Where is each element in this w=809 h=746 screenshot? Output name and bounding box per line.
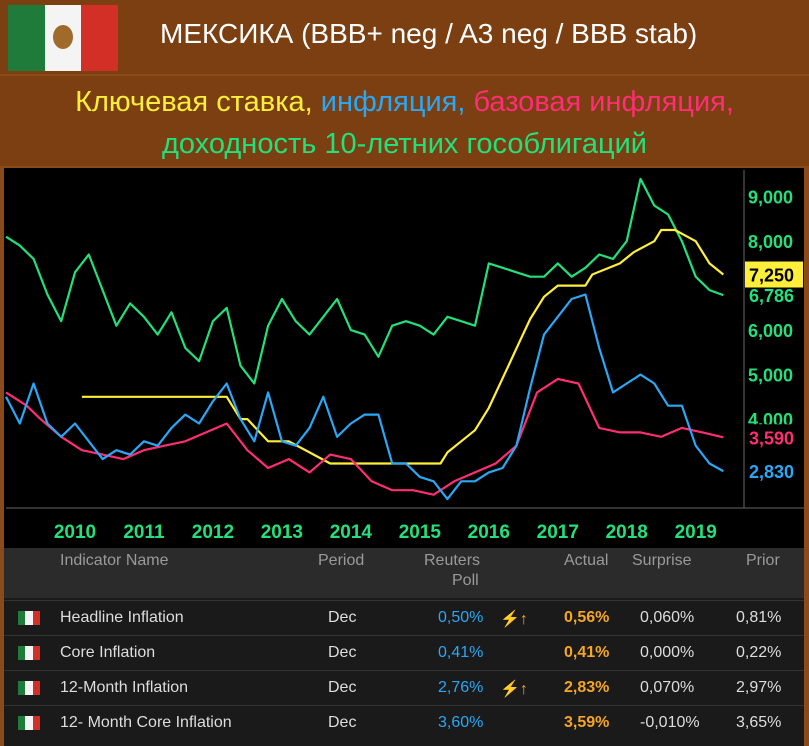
- row-name: Core Inflation: [60, 644, 156, 661]
- x-tick-label: 2014: [330, 522, 373, 543]
- x-tick-label: 2013: [261, 522, 303, 543]
- row-period: Dec: [328, 609, 357, 626]
- y-tick-label: 5,000: [748, 366, 793, 386]
- mexico-flag-icon: [18, 611, 40, 625]
- row-surprise: -0,010%: [640, 714, 700, 731]
- series-line-key_rate: [81, 228, 724, 465]
- row-name: 12- Month Core Inflation: [60, 714, 232, 731]
- table-row[interactable]: 12-Month Inflation Dec 2,76% ⚡↑ 2,83% 0,070% 2…: [4, 670, 804, 705]
- y-tick-label: 6,000: [748, 321, 793, 341]
- x-tick-label: 2012: [192, 522, 234, 543]
- row-prior: 0,22%: [736, 644, 782, 661]
- table-row[interactable]: Headline Inflation Dec 0,50% ⚡↑ 0,56% 0,060% 0…: [4, 600, 804, 635]
- chart-subtitle: Ключевая ставка, инфляция, базовая инфля…: [0, 76, 809, 166]
- indicator-table: Indicator Name Period Reuters Poll Actua…: [4, 548, 804, 746]
- last-value-label-key_rate: 7,250: [749, 266, 794, 286]
- row-period: Dec: [328, 714, 357, 731]
- series-line-inflation: [5, 293, 724, 501]
- row-surprise: 0,000%: [640, 644, 695, 661]
- series-line-yield10: [5, 177, 724, 385]
- page-title: МЕКСИКА (BBB+ neg / A3 neg / BBB stab): [160, 18, 698, 49]
- last-value-tag-inflation: [745, 458, 803, 485]
- row-actual: 2,83%: [564, 679, 610, 696]
- x-tick-label: 2015: [399, 522, 442, 543]
- surprise-arrow-icon: ⚡↑: [500, 681, 528, 698]
- table-row[interactable]: Core Inflation Dec 0,41% 0,41% 0,000% 0,22%: [4, 635, 804, 670]
- series-line-core: [5, 377, 724, 496]
- row-surprise: 0,060%: [640, 609, 695, 626]
- chart-svg: 9,0008,0007,0006,0005,0004,0002010201120…: [5, 170, 804, 543]
- last-value-label-yield10: 6,786: [749, 286, 794, 306]
- header-period: Period: [318, 552, 365, 569]
- row-prior: 0,81%: [736, 609, 782, 626]
- y-tick-label: 8,000: [748, 232, 793, 252]
- row-name: Headline Inflation: [60, 609, 184, 626]
- header-reuters: Reuters: [424, 552, 481, 569]
- mexico-flag-icon: [18, 646, 40, 660]
- header-prior: Prior: [746, 552, 780, 569]
- table-header: Indicator Name Period Reuters Poll Actua…: [4, 548, 804, 598]
- last-value-label-inflation: 2,830: [749, 462, 794, 482]
- x-tick-label: 2016: [468, 522, 510, 543]
- row-actual: 0,56%: [564, 609, 610, 626]
- row-poll: 3,60%: [438, 714, 484, 731]
- surprise-arrow-icon: ⚡↑: [500, 611, 528, 628]
- row-prior: 2,97%: [736, 679, 782, 696]
- row-actual: 3,59%: [564, 714, 610, 731]
- header-surprise: Surprise: [632, 552, 692, 569]
- subtitle-core-inflation: базовая инфляция,: [473, 86, 734, 118]
- last-value-tag-key_rate: [745, 261, 803, 288]
- row-period: Dec: [328, 679, 357, 696]
- header-indicator-name: Indicator Name: [60, 552, 169, 569]
- row-poll: 0,50%: [438, 609, 484, 626]
- row-period: Dec: [328, 644, 357, 661]
- x-tick-label: 2018: [606, 522, 648, 543]
- table-row[interactable]: 12- Month Core Inflation Dec 3,60% 3,59% -0,…: [4, 705, 804, 740]
- x-tick-label: 2010: [54, 522, 96, 543]
- row-actual: 0,41%: [564, 644, 610, 661]
- row-poll: 2,76%: [438, 679, 484, 696]
- mexico-flag-icon: [18, 681, 40, 695]
- subtitle-key-rate: Ключевая ставка,: [75, 86, 321, 118]
- mexico-flag-icon: [8, 5, 119, 71]
- row-name: 12-Month Inflation: [60, 679, 189, 696]
- mexico-flag-icon: [18, 716, 40, 730]
- x-tick-label: 2017: [537, 522, 579, 543]
- subtitle-yield: доходность 10-летних гособлигаций: [162, 128, 647, 160]
- header-bar: МЕКСИКА (BBB+ neg / A3 neg / BBB stab): [0, 0, 809, 74]
- y-tick-label: 9,000: [748, 188, 793, 208]
- header-poll: Poll: [452, 572, 479, 589]
- last-value-label-core: 3,590: [749, 428, 794, 448]
- row-surprise: 0,070%: [640, 679, 695, 696]
- last-value-tag-core: [745, 424, 803, 451]
- line-chart: 9,0008,0007,0006,0005,0004,0002010201120…: [4, 168, 804, 548]
- header-actual: Actual: [564, 552, 609, 569]
- x-tick-label: 2019: [675, 522, 717, 543]
- row-prior: 3,65%: [736, 714, 782, 731]
- row-poll: 0,41%: [438, 644, 484, 661]
- x-tick-label: 2011: [123, 522, 165, 543]
- subtitle-inflation: инфляция,: [320, 86, 474, 118]
